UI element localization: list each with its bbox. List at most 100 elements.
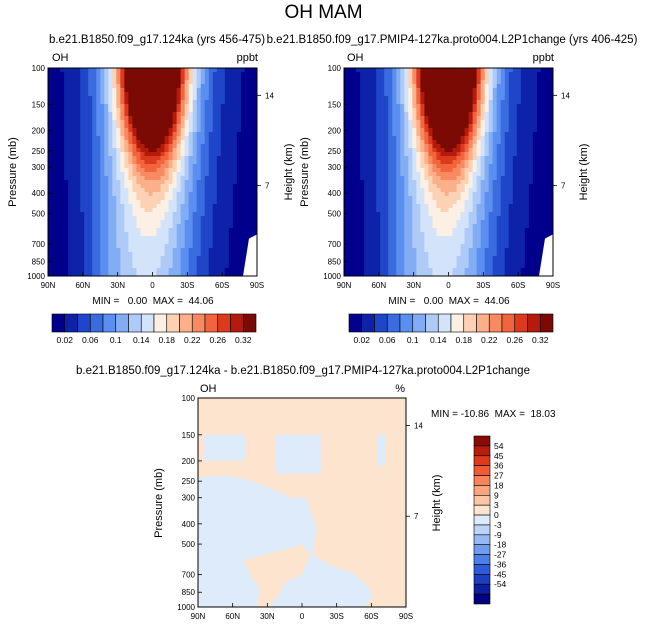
p2-cell xyxy=(344,224,349,229)
p2-cell xyxy=(488,172,494,177)
p2-cell xyxy=(380,108,385,113)
p1-cell xyxy=(172,264,178,269)
p2-cell xyxy=(512,180,518,185)
p2-cell xyxy=(492,144,498,149)
p1-cell xyxy=(104,248,109,253)
p1-cell xyxy=(72,84,77,89)
p1-cell xyxy=(228,68,234,73)
p2-cell xyxy=(400,128,405,133)
p1-cell xyxy=(244,100,250,105)
p1-cell xyxy=(176,76,182,81)
p1-cell xyxy=(248,160,254,165)
p2-cell xyxy=(376,236,381,241)
p2-cell xyxy=(544,232,550,237)
p1-cell xyxy=(176,172,182,177)
p1-cell xyxy=(228,204,234,209)
p1-cell xyxy=(104,140,109,145)
p2-cell xyxy=(476,120,482,125)
p1-cell xyxy=(104,224,109,229)
p2-cell xyxy=(528,136,534,141)
p1-cell xyxy=(192,224,198,229)
p2-cell xyxy=(420,204,425,209)
p2-cell xyxy=(484,100,490,105)
p1-cell xyxy=(216,220,222,225)
p1-cell xyxy=(96,132,101,137)
p2-cell xyxy=(448,156,453,161)
p2-cell xyxy=(384,92,389,97)
p1-cell xyxy=(56,248,61,253)
p1-colorbar-box xyxy=(230,313,244,333)
p2-cell xyxy=(456,220,461,225)
p1-cell xyxy=(144,136,149,141)
p1-cell xyxy=(140,240,145,245)
p1-cell xyxy=(96,148,101,153)
p1-cell xyxy=(96,68,101,73)
p1-cell xyxy=(152,88,157,93)
p2-cell xyxy=(508,208,514,213)
p1-cell xyxy=(148,216,153,221)
p1-cell xyxy=(56,140,61,145)
p2-cell xyxy=(400,100,405,105)
p2-cell xyxy=(456,80,461,85)
p1-cell xyxy=(140,220,145,225)
p2-cell xyxy=(400,108,405,113)
p2-cell xyxy=(400,208,405,213)
p2-cell xyxy=(368,104,373,109)
p2-cell xyxy=(544,220,550,225)
p1-cell xyxy=(224,112,230,117)
p1-cell xyxy=(64,252,69,257)
p2-cell xyxy=(540,208,546,213)
p1-cell xyxy=(152,204,157,209)
p1-cell xyxy=(104,124,109,129)
p1-cell xyxy=(212,176,218,181)
p2-cell xyxy=(356,224,361,229)
p1-cell xyxy=(132,236,137,241)
p1-cell xyxy=(228,168,234,173)
p2-cell xyxy=(452,136,457,141)
p1-cell xyxy=(212,180,218,185)
p2-cell xyxy=(368,232,373,237)
p2-cell xyxy=(484,144,490,149)
p1-cell xyxy=(180,160,186,165)
p1-cell xyxy=(156,84,161,89)
p1-cell xyxy=(88,124,93,129)
p1-cell xyxy=(84,196,89,201)
p2-cell xyxy=(376,188,381,193)
p2-cell xyxy=(468,172,474,177)
p2-cell xyxy=(392,224,397,229)
p1-cell xyxy=(136,172,141,177)
p1-cell xyxy=(136,204,141,209)
p1-cell xyxy=(168,164,173,169)
p2-cell xyxy=(352,140,357,145)
p1-cell xyxy=(104,260,109,265)
p2-cell xyxy=(372,76,377,81)
p2-cell xyxy=(492,108,498,113)
p1-cell xyxy=(156,108,161,113)
p2-cell xyxy=(380,76,385,81)
p1-cell xyxy=(108,72,113,77)
p1-cell xyxy=(140,208,145,213)
p1-cell xyxy=(220,92,226,97)
p1-cell xyxy=(204,148,210,153)
p1-cell xyxy=(208,264,214,269)
p2-cell xyxy=(412,232,417,237)
p1-cell xyxy=(168,124,173,129)
p2-cell xyxy=(540,220,546,225)
p2-cell xyxy=(496,112,502,117)
p1-cell xyxy=(168,192,173,197)
p1-cell xyxy=(128,72,133,77)
p2-cell xyxy=(484,184,490,189)
p1-cell xyxy=(96,188,101,193)
p1-cell xyxy=(160,76,165,81)
p1-cell xyxy=(236,120,242,125)
p1-cell xyxy=(68,132,73,137)
p1-cell xyxy=(152,120,157,125)
p1-cell xyxy=(84,128,89,133)
p2-cell xyxy=(464,192,469,197)
p1-cell xyxy=(192,272,198,277)
p1-cell xyxy=(68,120,73,125)
p2-cell xyxy=(364,232,369,237)
p2-cell xyxy=(548,108,554,113)
p1-cell xyxy=(180,236,186,241)
p1-cell xyxy=(124,76,129,81)
